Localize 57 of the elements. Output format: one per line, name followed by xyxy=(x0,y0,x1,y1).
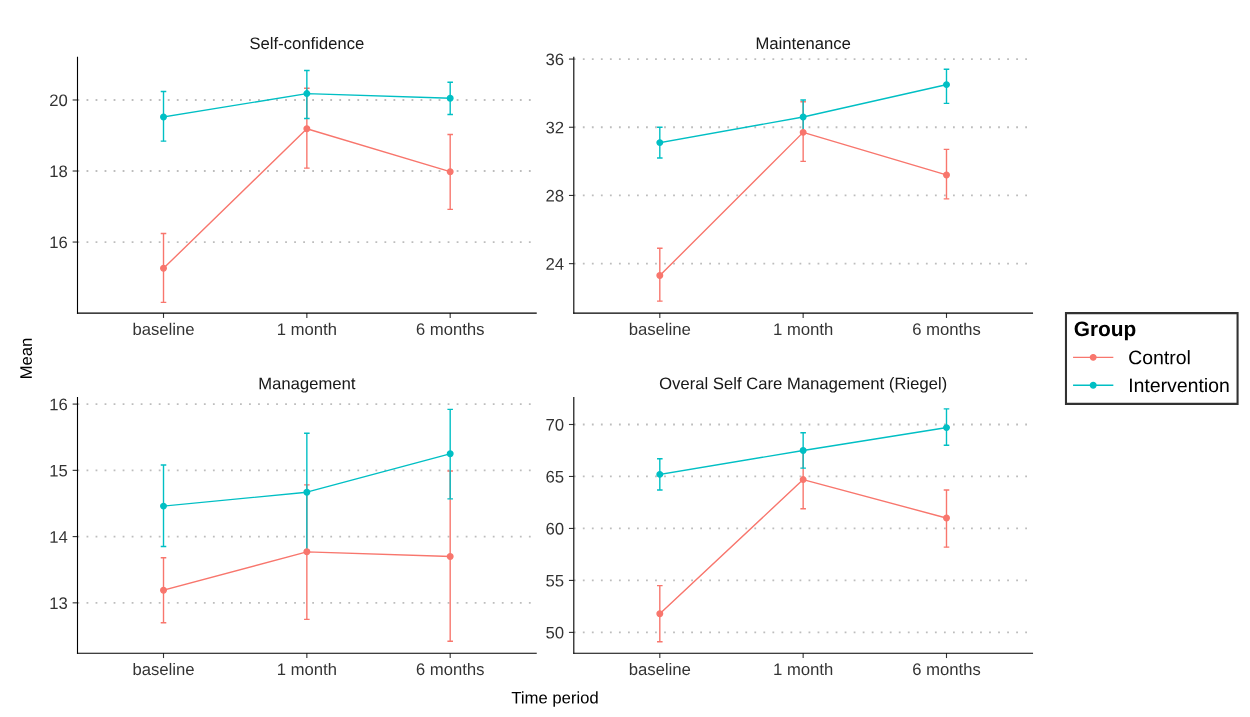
chart-title: Management xyxy=(259,377,356,393)
x-tick-label: 6 months xyxy=(416,662,484,676)
point xyxy=(160,113,167,121)
x-tick-label: 1 month xyxy=(278,662,336,676)
x-tick-label: 6 months xyxy=(913,322,981,336)
x-tick-label: 1 month xyxy=(774,662,833,676)
x-tick-label: baseline xyxy=(629,322,691,336)
point xyxy=(943,171,950,179)
y-tick-label: 15 xyxy=(50,464,68,477)
x-axis-title: Time period xyxy=(511,691,598,707)
y-tick-label: 16 xyxy=(50,236,68,249)
y-tick-label: 14 xyxy=(50,531,68,543)
legend-title: Group xyxy=(1074,321,1136,341)
y-tick-label: 60 xyxy=(546,522,564,535)
point xyxy=(943,514,950,522)
point xyxy=(656,470,664,478)
y-tick-label: 55 xyxy=(546,574,564,587)
point xyxy=(160,586,167,594)
x-tick-label: 6 months xyxy=(416,322,484,336)
y-tick-label: 28 xyxy=(546,189,564,202)
point xyxy=(446,94,454,102)
x-tick-label: 1 month xyxy=(774,322,833,336)
x-tick-label: baseline xyxy=(133,322,194,336)
y-tick-label: 20 xyxy=(50,94,68,107)
y-tick-label: 13 xyxy=(50,597,68,610)
point xyxy=(799,476,807,484)
point xyxy=(446,450,454,458)
point xyxy=(160,264,167,272)
point xyxy=(799,113,807,121)
x-tick-label: 6 months xyxy=(913,662,981,676)
point xyxy=(943,81,950,89)
chart-title: Overal Self Care Management (Riegel) xyxy=(659,377,947,393)
legend-label: Intervention xyxy=(1129,377,1229,393)
point xyxy=(446,168,454,176)
point xyxy=(943,424,950,432)
y-tick-label: 18 xyxy=(50,165,68,178)
point xyxy=(656,610,664,618)
y-tick-label: 24 xyxy=(546,258,564,270)
y-tick-label: 70 xyxy=(546,418,564,431)
x-tick-label: 1 month xyxy=(278,322,336,336)
point xyxy=(656,272,664,280)
point xyxy=(303,125,311,133)
point xyxy=(446,552,454,560)
point xyxy=(303,488,311,496)
y-tick-label: 32 xyxy=(546,121,564,134)
x-tick-label: baseline xyxy=(133,662,194,676)
chart-title: Self-confidence xyxy=(250,36,364,50)
y-tick-label: 65 xyxy=(546,470,564,483)
chart-title: Maintenance xyxy=(756,36,851,50)
point xyxy=(656,139,664,147)
legend-label: Control xyxy=(1129,350,1190,365)
point xyxy=(160,502,167,510)
y-tick-label: 50 xyxy=(546,626,564,639)
y-axis-title: Mean xyxy=(20,338,32,378)
y-tick-label: 16 xyxy=(50,398,68,411)
y-tick-label: 36 xyxy=(546,53,564,66)
x-tick-label: baseline xyxy=(629,662,691,676)
